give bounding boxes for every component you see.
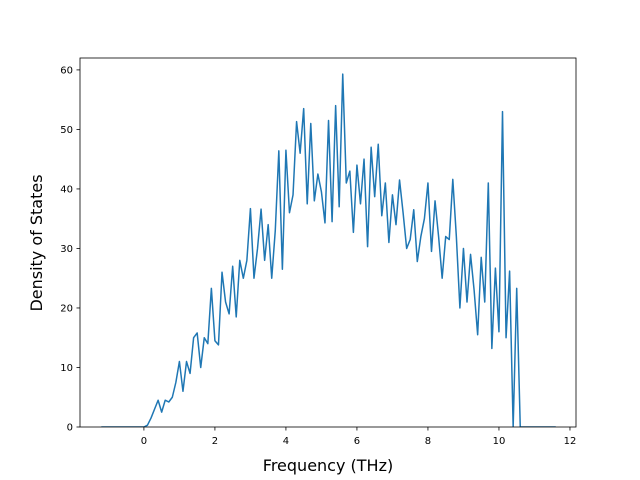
data-line — [101, 73, 556, 427]
y-tick-label: 50 — [60, 125, 73, 136]
x-tick-label: 4 — [283, 436, 289, 447]
x-tick-label: 10 — [493, 436, 506, 447]
y-tick-label: 20 — [60, 303, 73, 314]
x-tick-label: 2 — [212, 436, 218, 447]
y-tick-label: 40 — [60, 184, 73, 195]
y-tick-label: 0 — [67, 423, 73, 434]
x-tick-label: 8 — [425, 436, 431, 447]
plot-frame — [79, 57, 577, 428]
x-tick-label: 6 — [354, 436, 360, 447]
x-axis-label: Frequency (THz) — [263, 456, 393, 475]
y-tick-label: 10 — [60, 363, 73, 374]
x-tick-label: 12 — [564, 436, 577, 447]
y-tick-label: 60 — [60, 65, 73, 76]
x-tick-label: 0 — [141, 436, 147, 447]
y-axis-label: Density of States — [27, 174, 46, 311]
y-tick-label: 30 — [60, 244, 73, 255]
